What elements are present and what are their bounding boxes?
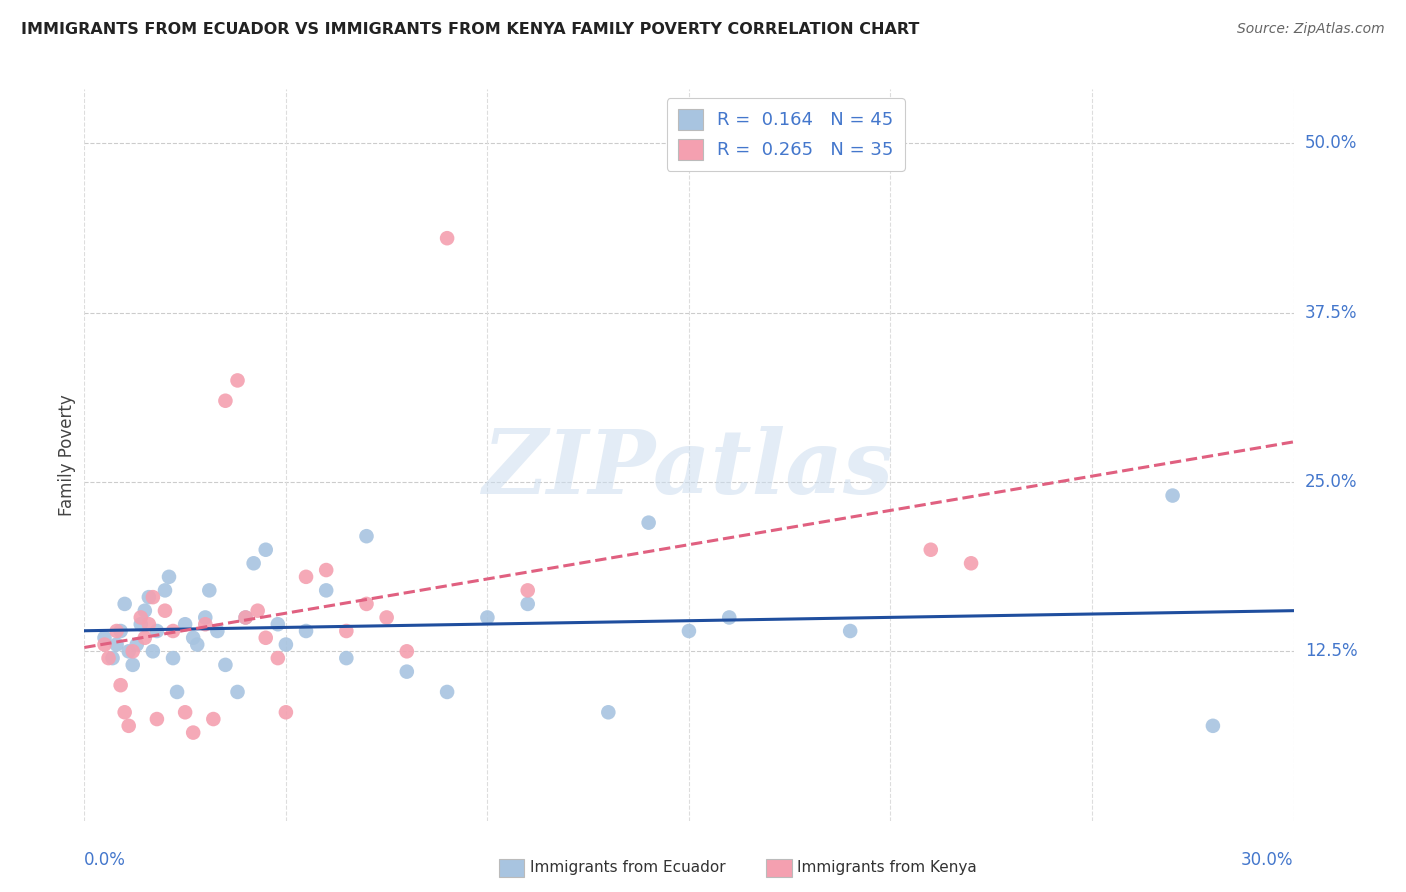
Point <box>267 651 290 665</box>
Point <box>93 638 115 652</box>
Point <box>105 624 128 638</box>
Point <box>129 610 152 624</box>
Text: Immigrants from Ecuador: Immigrants from Ecuador <box>530 861 725 875</box>
Point <box>97 651 120 665</box>
Text: Source: ZipAtlas.com: Source: ZipAtlas.com <box>1237 22 1385 37</box>
Text: Immigrants from Kenya: Immigrants from Kenya <box>797 861 977 875</box>
Point <box>214 657 236 672</box>
Point <box>839 624 862 638</box>
Point <box>118 719 141 733</box>
Point <box>207 624 229 638</box>
Point <box>162 624 184 638</box>
Point <box>254 631 277 645</box>
Point <box>153 583 176 598</box>
Point <box>101 651 124 665</box>
Point <box>1161 489 1184 503</box>
Point <box>114 597 136 611</box>
Point <box>315 583 337 598</box>
Point <box>162 651 184 665</box>
Legend: R =  0.164   N = 45, R =  0.265   N = 35: R = 0.164 N = 45, R = 0.265 N = 35 <box>666 98 904 170</box>
Point <box>356 529 378 543</box>
Point <box>235 610 257 624</box>
Point <box>598 706 620 720</box>
Point <box>254 542 277 557</box>
Point <box>114 706 136 720</box>
Point <box>142 644 165 658</box>
Point <box>242 556 264 570</box>
Point <box>226 685 249 699</box>
Point <box>146 624 169 638</box>
Text: 25.0%: 25.0% <box>1305 473 1357 491</box>
Text: 0.0%: 0.0% <box>84 851 127 869</box>
Point <box>153 604 176 618</box>
Point <box>267 617 290 632</box>
Point <box>198 583 221 598</box>
Point <box>235 610 257 624</box>
Point <box>335 624 357 638</box>
Point <box>134 631 156 645</box>
Point <box>142 590 165 604</box>
Point <box>181 631 204 645</box>
Point <box>214 393 236 408</box>
Point <box>105 638 128 652</box>
Y-axis label: Family Poverty: Family Poverty <box>58 394 76 516</box>
Point <box>110 678 132 692</box>
Point <box>226 373 249 387</box>
Point <box>395 644 418 658</box>
Point <box>356 597 378 611</box>
Point <box>138 617 160 632</box>
Point <box>1202 719 1225 733</box>
Point <box>335 651 357 665</box>
Point <box>174 706 197 720</box>
Point <box>274 706 297 720</box>
Point <box>637 516 659 530</box>
Point <box>516 597 538 611</box>
Point <box>166 685 188 699</box>
Point <box>186 638 208 652</box>
Point <box>125 638 148 652</box>
Point <box>315 563 337 577</box>
Point <box>121 657 143 672</box>
Text: ZIPatlas: ZIPatlas <box>484 426 894 513</box>
Point <box>436 231 458 245</box>
Point <box>395 665 418 679</box>
Point <box>960 556 983 570</box>
Point <box>920 542 942 557</box>
Point <box>678 624 700 638</box>
Point <box>194 610 217 624</box>
Point <box>138 590 160 604</box>
Point <box>134 604 156 618</box>
Point <box>718 610 741 624</box>
Point <box>516 583 538 598</box>
Point <box>274 638 297 652</box>
Point <box>436 685 458 699</box>
Point <box>157 570 180 584</box>
Text: 30.0%: 30.0% <box>1241 851 1294 869</box>
Point <box>246 604 269 618</box>
Point <box>110 624 132 638</box>
Point <box>93 631 115 645</box>
Point <box>146 712 169 726</box>
Point <box>129 617 152 632</box>
Point <box>477 610 499 624</box>
Text: IMMIGRANTS FROM ECUADOR VS IMMIGRANTS FROM KENYA FAMILY POVERTY CORRELATION CHAR: IMMIGRANTS FROM ECUADOR VS IMMIGRANTS FR… <box>21 22 920 37</box>
Point <box>295 624 318 638</box>
Point <box>121 644 143 658</box>
Point <box>181 725 204 739</box>
Point <box>202 712 225 726</box>
Text: 12.5%: 12.5% <box>1305 642 1357 660</box>
Point <box>118 644 141 658</box>
Text: 50.0%: 50.0% <box>1305 135 1357 153</box>
Point <box>194 617 217 632</box>
Point <box>174 617 197 632</box>
Point <box>295 570 318 584</box>
Point <box>375 610 398 624</box>
Text: 37.5%: 37.5% <box>1305 303 1357 322</box>
